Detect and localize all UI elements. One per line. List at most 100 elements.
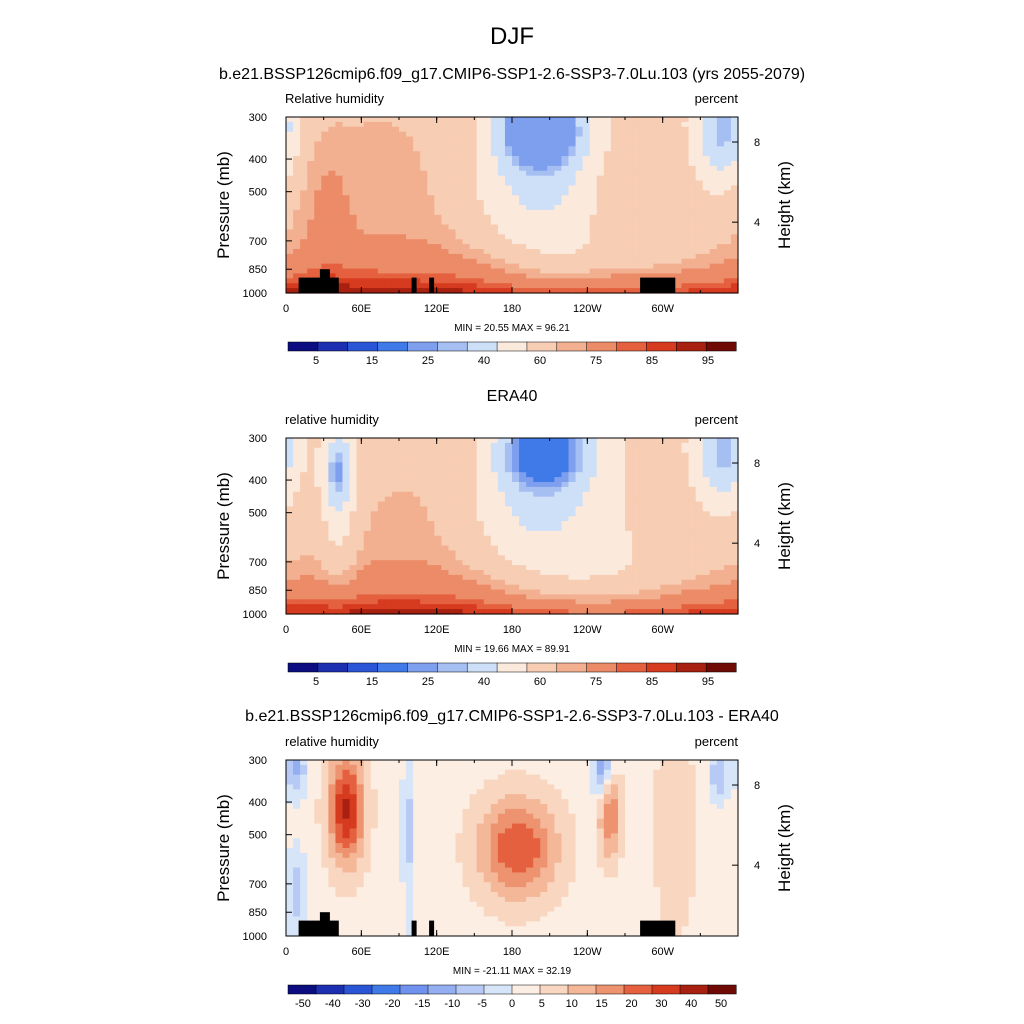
field-cell	[519, 526, 527, 532]
field-cell	[660, 146, 668, 152]
field-cell	[709, 190, 718, 196]
field-cell	[723, 579, 732, 586]
field-cell	[512, 190, 520, 196]
field-cell	[455, 131, 464, 138]
field-cell	[335, 560, 344, 566]
field-cell	[427, 560, 435, 566]
field-cell	[391, 584, 400, 591]
field-cell	[321, 214, 329, 221]
field-cell	[723, 570, 732, 576]
field-cell	[469, 579, 478, 586]
field-cell	[681, 486, 690, 493]
field-cell	[441, 457, 450, 464]
field-cell	[497, 239, 506, 245]
field-cell	[300, 516, 308, 522]
field-cell	[639, 535, 647, 542]
field-cell	[547, 268, 555, 275]
field-cell	[688, 190, 697, 196]
field-cell	[653, 506, 661, 512]
field-cell	[356, 565, 365, 571]
field-cell	[646, 229, 654, 235]
field-cell	[625, 550, 633, 556]
field-cell	[356, 477, 365, 483]
field-cell	[653, 472, 661, 478]
field-cell	[540, 506, 548, 512]
field-cell	[462, 574, 471, 581]
field-cell	[469, 570, 478, 576]
field-cell	[391, 185, 400, 191]
field-cell	[406, 599, 414, 605]
field-cell	[483, 258, 492, 265]
field-cell	[391, 442, 400, 449]
field-cell	[420, 599, 428, 605]
field-cell	[286, 574, 294, 581]
field-cell	[582, 764, 591, 771]
field-cell	[646, 447, 654, 454]
field-cell	[681, 555, 690, 561]
field-cell	[632, 121, 640, 128]
field-cell	[730, 190, 739, 196]
field-cell	[625, 253, 633, 260]
field-cell	[582, 457, 591, 464]
colorbar-swatch	[586, 341, 618, 352]
field-cell	[646, 760, 654, 766]
field-cell	[490, 224, 499, 231]
field-cell	[639, 136, 647, 143]
field-cell	[490, 239, 499, 245]
colorbar-swatch	[437, 341, 468, 352]
field-cell	[363, 506, 372, 512]
field-cell	[328, 501, 337, 508]
field-cell	[363, 491, 372, 498]
field-cell	[723, 530, 732, 537]
figure-title: DJF	[490, 23, 534, 50]
field-cell	[596, 491, 605, 498]
field-cell	[653, 214, 661, 221]
field-cell	[660, 244, 668, 250]
field-cell	[483, 599, 492, 605]
field-cell	[497, 570, 506, 576]
field-cell	[342, 599, 351, 605]
field-cell	[307, 165, 315, 172]
panel-3-left-label: relative humidity	[285, 734, 379, 749]
field-cell	[533, 283, 541, 289]
field-cell	[448, 209, 457, 216]
field-cell	[730, 195, 739, 201]
field-cell	[349, 447, 358, 454]
field-cell	[307, 452, 315, 459]
field-cell	[519, 185, 527, 191]
field-cell	[526, 126, 534, 133]
field-cell	[469, 131, 478, 138]
field-cell	[363, 477, 372, 483]
field-cell	[427, 570, 435, 576]
field-cell	[370, 570, 379, 576]
field-cell	[526, 452, 534, 459]
field-cell	[321, 136, 329, 143]
field-cell	[328, 126, 337, 133]
field-cell	[307, 190, 315, 196]
field-cell	[448, 565, 457, 571]
field-cell	[632, 156, 640, 162]
field-cell	[455, 146, 464, 152]
field-cell	[335, 486, 344, 493]
field-cell	[384, 195, 393, 201]
field-cell	[490, 604, 499, 610]
field-cell	[533, 530, 541, 537]
field-cell	[561, 506, 570, 512]
field-cell	[349, 288, 358, 294]
field-cell	[300, 594, 308, 600]
field-cell	[469, 258, 478, 265]
field-cell	[603, 472, 612, 478]
field-cell	[434, 131, 442, 138]
field-cell	[504, 288, 513, 294]
field-cell	[653, 263, 661, 270]
field-cell	[575, 550, 584, 556]
field-cell	[526, 530, 534, 537]
field-cell	[391, 438, 400, 444]
field-cell	[596, 229, 605, 235]
field-cell	[561, 760, 570, 766]
field-cell	[490, 156, 499, 162]
field-cell	[575, 117, 584, 123]
field-cell	[617, 438, 626, 444]
field-cell	[617, 764, 626, 771]
field-cell	[413, 442, 421, 449]
